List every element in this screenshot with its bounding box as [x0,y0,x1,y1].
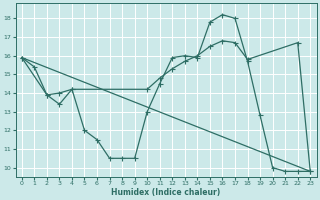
X-axis label: Humidex (Indice chaleur): Humidex (Indice chaleur) [111,188,221,197]
